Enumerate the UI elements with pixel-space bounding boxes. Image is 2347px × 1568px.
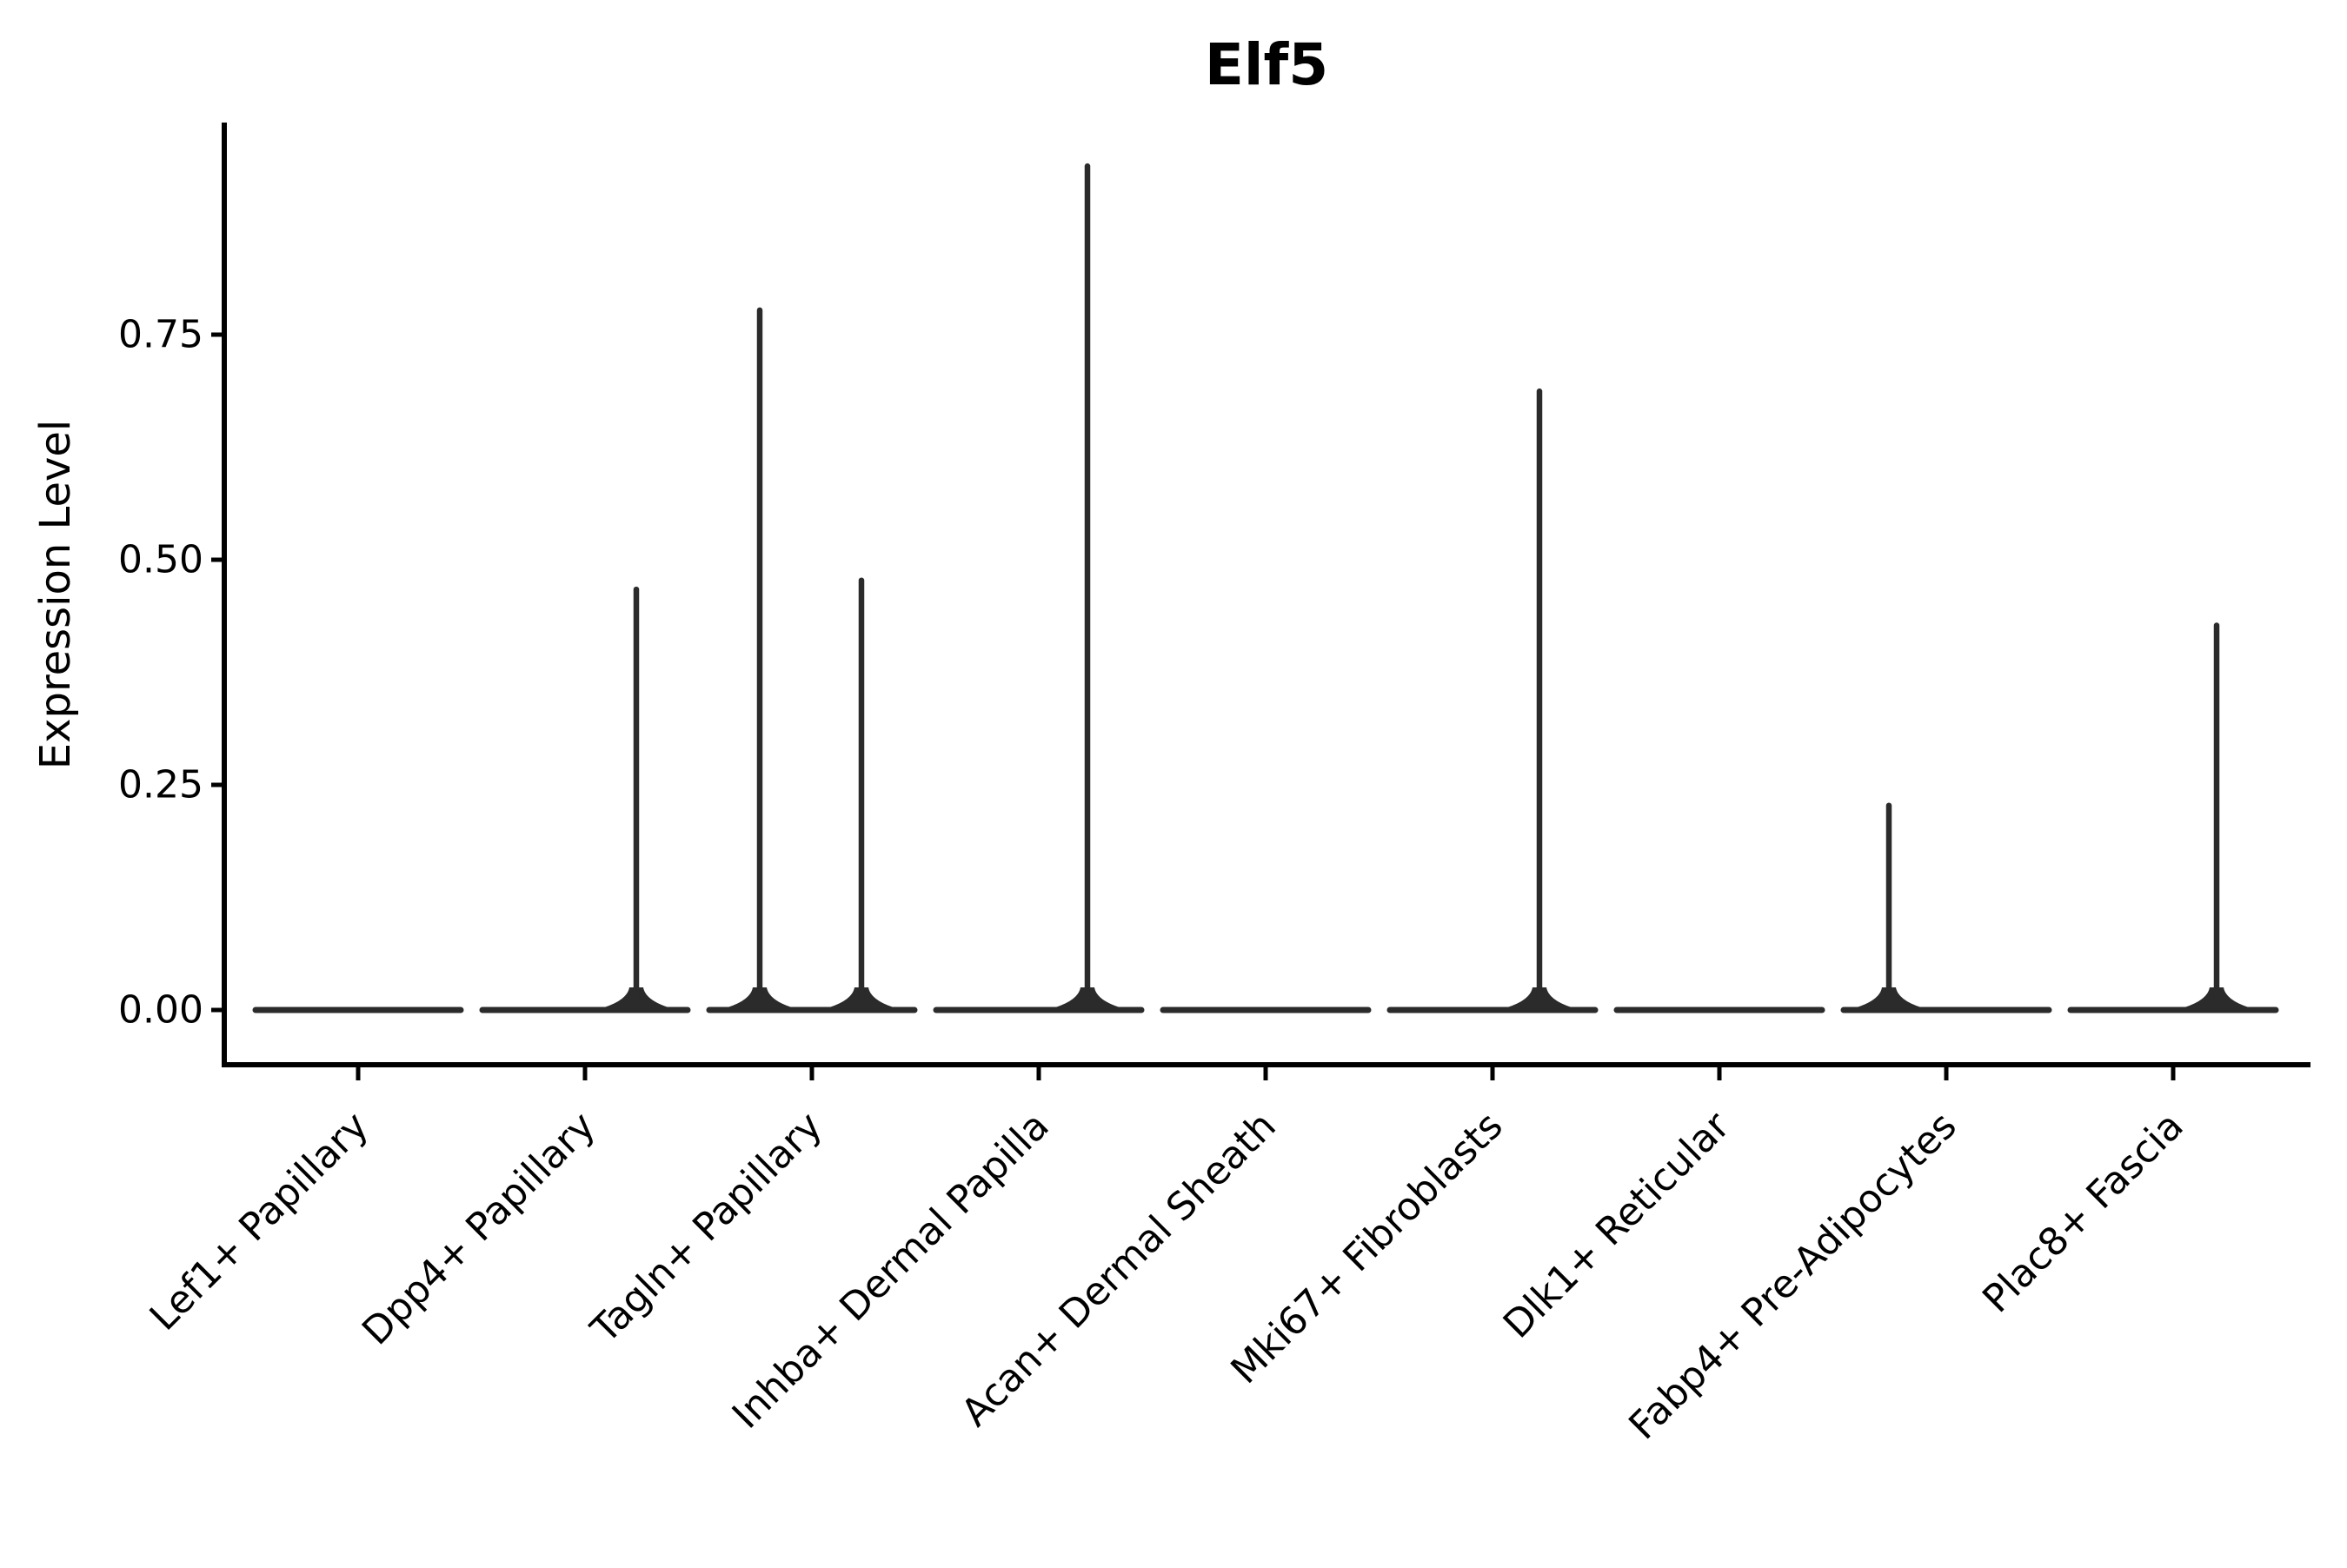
x-tick-label: Dpp4+ Papillary — [354, 1104, 604, 1354]
violin — [933, 163, 1145, 1013]
x-tick-label: Tagln+ Papillary — [582, 1104, 831, 1352]
x-tick-label: Dlk1+ Reticular — [1495, 1103, 1739, 1347]
chart-title: Elf5 — [1205, 31, 1328, 98]
violin — [706, 307, 918, 1013]
x-tick-label: Plac8+ Fascia — [1974, 1104, 2192, 1322]
violin — [2067, 622, 2279, 1013]
y-tick-label: 0.25 — [118, 763, 203, 807]
violin — [479, 586, 691, 1013]
y-tick-label: 0.00 — [118, 988, 203, 1033]
y-axis-ticks: 0.00 0.25 0.50 0.75 — [118, 313, 222, 1033]
x-tick-label: Lef1+ Papillary — [142, 1104, 377, 1339]
violin — [1840, 802, 2052, 1013]
y-tick-label: 0.75 — [118, 313, 203, 357]
violin — [1386, 388, 1599, 1013]
y-axis-label: Expression Level — [31, 420, 80, 770]
y-tick-label: 0.50 — [118, 538, 203, 582]
violins-group — [252, 163, 2279, 1013]
